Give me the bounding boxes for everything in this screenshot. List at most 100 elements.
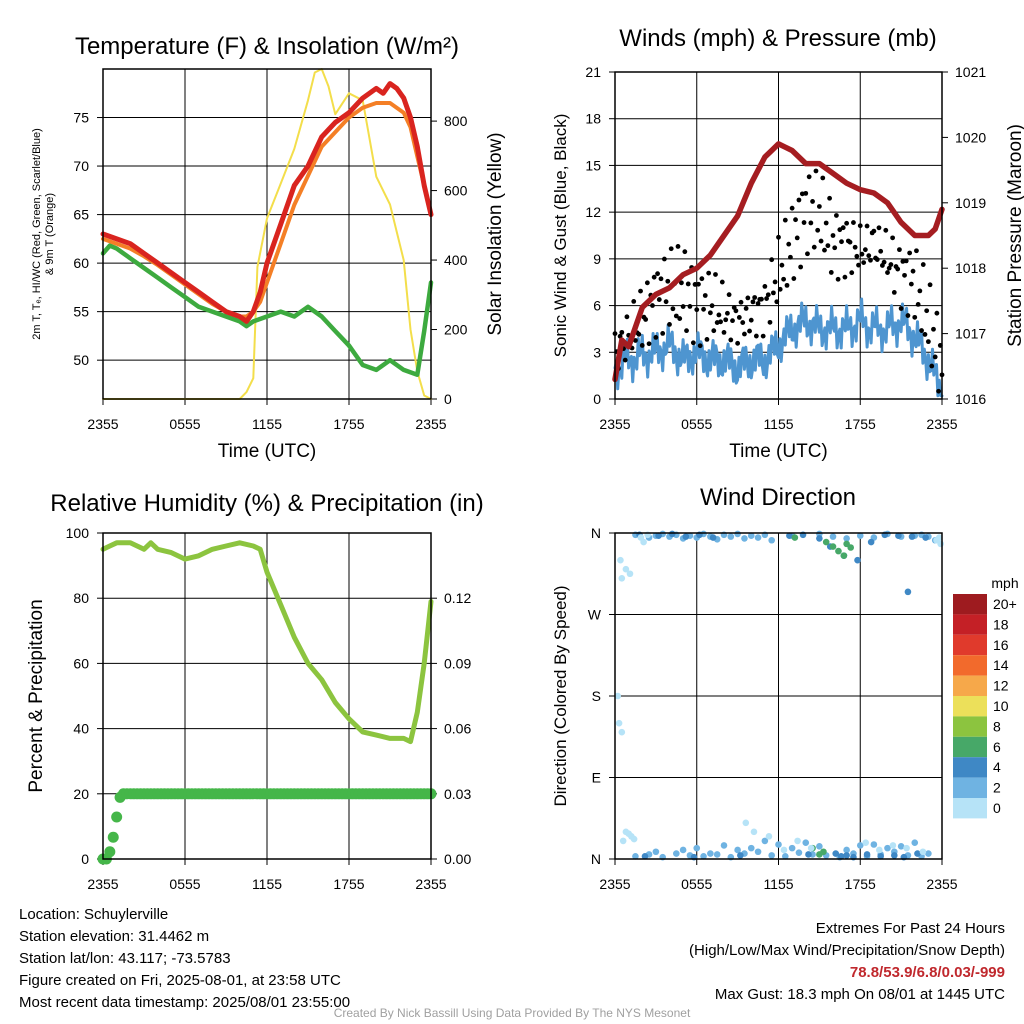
humidity-ytick-label: 40: [73, 721, 89, 737]
direction-point: [908, 533, 916, 540]
winds-gust-point: [661, 256, 667, 262]
winds-gust-point: [675, 244, 681, 249]
winds-gust-point: [888, 262, 894, 267]
winds-gust-point: [835, 276, 841, 282]
winds-gust-point: [813, 168, 819, 174]
direction-point: [877, 852, 884, 860]
humidity-ylabel-left: Percent & Precipitation: [26, 599, 47, 792]
winds-gust-point: [864, 223, 870, 229]
winds-gust-point: [852, 244, 858, 250]
winds-gust-point: [679, 280, 684, 286]
recent-data-text: Most recent data timestamp: 2025/08/01 2…: [19, 994, 351, 1011]
direction-point: [707, 850, 714, 857]
winds-ytick-label: 3: [593, 344, 601, 360]
direction-point: [791, 534, 799, 541]
winds-gust-point: [755, 301, 761, 306]
direction-point: [679, 846, 687, 854]
winds-gust-point: [646, 341, 652, 347]
winds-gust-point: [743, 306, 749, 311]
direction-point: [843, 846, 850, 854]
winds-gust-point: [839, 239, 844, 245]
winds-gust-point: [767, 319, 773, 325]
winds-gust-point: [788, 254, 793, 260]
winds-ytick-label: 21: [585, 64, 601, 80]
humidity-grid: [102, 532, 432, 860]
winds-gust-point: [936, 388, 941, 394]
temperature-grid: [102, 69, 432, 399]
winds-gust-point: [886, 265, 892, 271]
humidity-xtick-label: 0555: [169, 876, 200, 892]
winds-gust-point: [794, 235, 800, 241]
direction-point: [937, 540, 944, 548]
winds-gust-point: [842, 274, 848, 280]
winds-gust-point: [934, 310, 940, 316]
winds-gust-point: [883, 227, 889, 233]
humidity-precip-point: [111, 811, 123, 823]
extremes-info: Extremes For Past 24 Hours (High/Low/Max…: [689, 918, 1005, 1006]
temperature-xtick-label: 1155: [252, 416, 282, 432]
winds-gust-point: [663, 299, 669, 305]
winds-gust-point: [684, 328, 689, 334]
winds-gust-point: [828, 270, 834, 275]
winds-gust-point: [927, 282, 933, 288]
direction-point: [807, 844, 815, 852]
direction-points: [614, 531, 944, 856]
temperature-ytick-label: 65: [73, 207, 89, 223]
winds-gust-point: [859, 251, 865, 257]
direction-point: [754, 848, 762, 856]
winds-y2tick-label: 1017: [955, 326, 986, 342]
humidity-ytick-label: 60: [73, 655, 89, 671]
winds-ylabel-right: Station Pressure (Maroon): [1005, 124, 1024, 347]
direction-point: [925, 850, 932, 857]
winds-gust-point: [774, 299, 780, 305]
direction-point: [835, 547, 842, 555]
winds-gust-point: [685, 281, 691, 287]
humidity-panel: 2355 0555 1155 1755 2355 0 20 40 60 80 100 0.00 0.03…: [26, 490, 484, 892]
direction-ytick-label: E: [592, 770, 601, 786]
winds-gust-point: [723, 317, 729, 323]
temperature-panel: 2355 0555 1155 1755 2355 50 55 60 65 70 75 0 200 400 6…: [31, 33, 506, 462]
direction-frame: [614, 532, 943, 860]
direction-point: [668, 530, 676, 538]
winds-gust-point: [748, 317, 754, 323]
direction-xtick-label: 0555: [681, 876, 712, 892]
winds-gust-point: [782, 217, 788, 223]
direction-point: [911, 839, 919, 846]
winds-gust-point: [902, 272, 907, 278]
winds-gust-point: [716, 312, 722, 318]
winds-gust-point: [670, 306, 676, 312]
winds-gust-point: [651, 274, 657, 280]
winds-ytick-label: 9: [593, 251, 601, 267]
winds-gust-point: [874, 257, 880, 262]
winds-gust-point: [786, 241, 792, 247]
humidity-y2tick-label: 0.00: [444, 851, 471, 867]
winds-gust-points: [612, 168, 945, 394]
direction-point: [742, 819, 750, 827]
direction-point: [713, 851, 721, 858]
winds-gust-point: [779, 262, 785, 268]
temperature-ylabel-left-line2: & 9m T (Orange): [44, 193, 56, 275]
temperature-ytick-label: 50: [73, 352, 89, 368]
winds-gust-point: [895, 266, 901, 272]
winds-gust-point: [706, 270, 712, 276]
direction-point: [822, 538, 830, 546]
direction-point: [720, 842, 728, 849]
created-text: Figure created on Fri, 2025-08-01, at 23…: [19, 972, 341, 989]
winds-gust-point: [798, 264, 804, 270]
direction-point: [673, 850, 680, 857]
winds-gust-point: [825, 243, 831, 249]
winds-gust-point: [660, 330, 666, 336]
winds-gust-point: [677, 316, 683, 321]
winds-gust-point: [868, 257, 873, 263]
direction-point: [837, 852, 845, 860]
direction-xtick-label: 1755: [845, 876, 876, 892]
winds-y2tick-label: 1019: [955, 195, 986, 211]
direction-point: [795, 849, 803, 856]
elevation-text: Station elevation: 31.4462 m: [19, 928, 210, 945]
winds-gust-point: [776, 234, 781, 240]
winds-y2tick-label: 1016: [955, 391, 986, 407]
winds-gust-point: [735, 340, 741, 346]
winds-gust-point: [726, 292, 732, 298]
winds-gust-point: [730, 318, 735, 324]
direction-point: [780, 846, 788, 854]
